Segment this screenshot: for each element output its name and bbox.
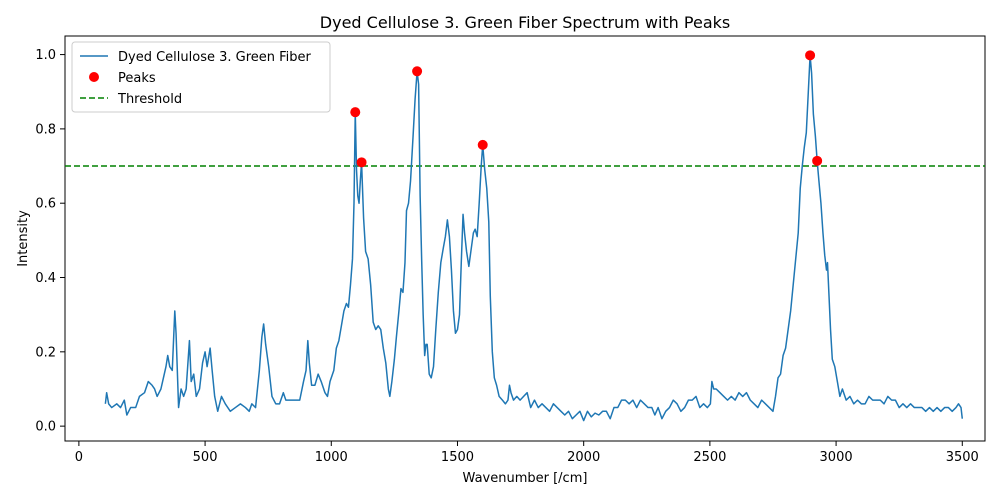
legend-box — [71, 41, 331, 113]
x-tick-label: 1500 — [441, 450, 474, 465]
legend-marker-swatch — [89, 72, 99, 82]
legend-label-spectrum: Dyed Cellulose 3. Green Fiber — [118, 50, 312, 65]
spectrum-line — [104, 54, 964, 422]
legend-label-threshold: Threshold — [117, 92, 182, 107]
x-tick-label: 3500 — [946, 450, 979, 465]
x-tick-label: 3000 — [820, 450, 853, 465]
plot-area: 0 500 1000 1500 2000 2500 3000 3500 0.00.20.40.… — [35, 35, 986, 465]
peak-marker — [350, 107, 361, 118]
y-tick-label: 0.0 — [35, 420, 56, 435]
peak-marker — [356, 157, 367, 168]
peak-markers — [350, 50, 823, 168]
x-tick-label: 500 — [193, 450, 218, 465]
x-tick-label: 0 — [75, 450, 83, 465]
legend: Dyed Cellulose 3. Green Fiber Peaks Thre… — [71, 41, 331, 113]
legend-label-peaks: Peaks — [118, 71, 156, 86]
peak-marker — [412, 66, 423, 77]
y-tick-label: 0.8 — [35, 122, 56, 137]
x-axis: 0 500 1000 1500 2000 2500 3000 3500 — [75, 441, 979, 465]
peak-marker — [805, 50, 816, 61]
y-axis: 0.0 0.2 0.4 0.6 0.8 1.0 — [35, 48, 65, 435]
peak-marker — [812, 155, 823, 166]
peak-marker — [477, 139, 488, 150]
y-tick-label: 0.6 — [35, 197, 56, 212]
y-tick-label: 1.0 — [35, 48, 56, 63]
x-tick-label: 2500 — [693, 450, 726, 465]
chart-title: Dyed Cellulose 3. Green Fiber Spectrum w… — [320, 13, 730, 32]
x-tick-label: 2000 — [567, 450, 600, 465]
plot-frame — [64, 35, 986, 442]
y-tick-label: 0.4 — [35, 271, 56, 286]
y-axis-label: Intensity — [16, 210, 31, 267]
y-tick-label: 0.2 — [35, 345, 56, 360]
x-axis-label: Wavenumber [/cm] — [463, 471, 588, 486]
x-tick-label: 1000 — [315, 450, 348, 465]
